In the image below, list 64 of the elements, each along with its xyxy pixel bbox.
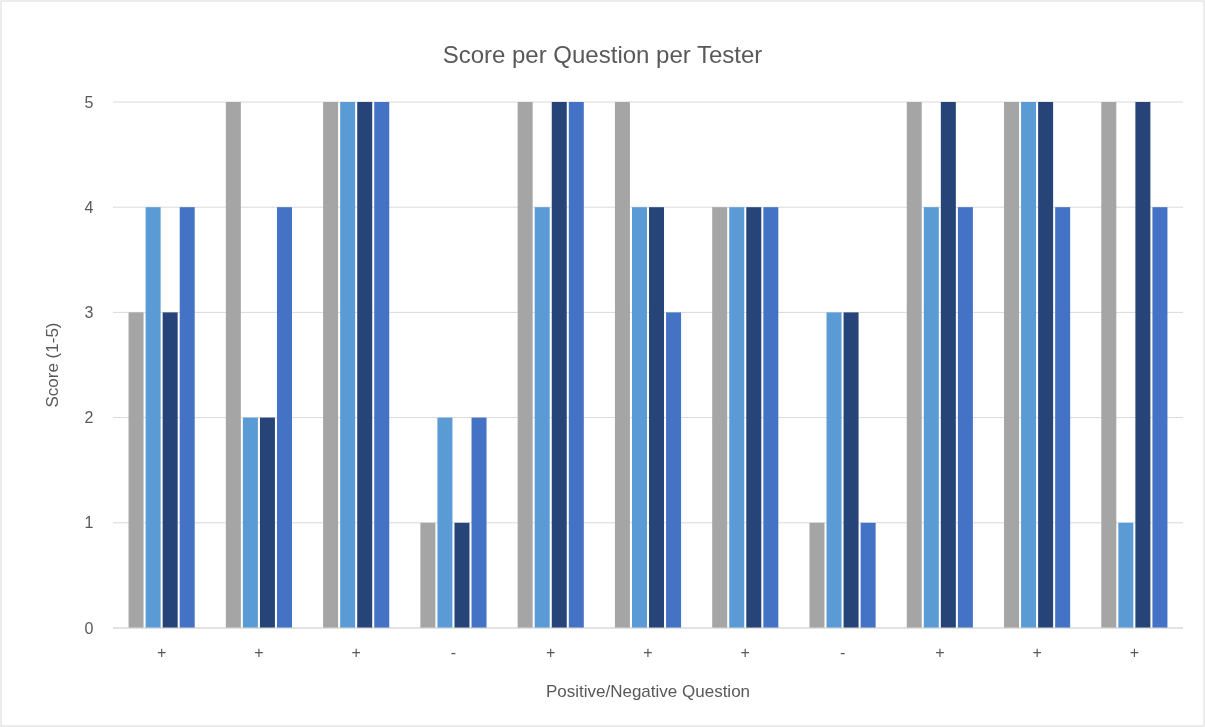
bar (225, 102, 241, 628)
bar (1038, 102, 1054, 628)
bar (746, 207, 762, 628)
y-tick-label: 3 (84, 304, 94, 321)
bar (551, 102, 567, 628)
chart-title: Score per Question per Tester (442, 41, 763, 68)
bar (437, 417, 453, 628)
y-tick-label: 5 (84, 93, 94, 111)
bar (534, 207, 550, 628)
bar (809, 522, 825, 628)
bar (162, 312, 178, 628)
x-tick-label: - (839, 644, 846, 661)
bar (712, 207, 728, 628)
y-tick-label: 0 (84, 619, 94, 637)
bar (179, 207, 195, 628)
bar (454, 522, 470, 628)
bar (323, 102, 339, 628)
bar (1101, 102, 1117, 628)
bar (1135, 102, 1151, 628)
bar (1118, 522, 1134, 628)
x-tick-label: + (740, 644, 750, 661)
y-tick-label: 2 (84, 409, 94, 427)
bar (128, 312, 144, 628)
bar (517, 102, 533, 628)
bar (763, 207, 779, 628)
x-tick-label: + (643, 644, 653, 661)
x-tick-label: + (254, 644, 264, 661)
x-tick-label: - (450, 644, 457, 661)
bar (906, 102, 922, 628)
bar (940, 102, 956, 628)
bar (568, 102, 584, 628)
bar (276, 207, 292, 628)
bar (860, 522, 876, 628)
x-tick-label: + (546, 644, 556, 661)
bar (145, 207, 161, 628)
bar (614, 102, 630, 628)
x-tick-label: + (156, 644, 167, 661)
bar (259, 417, 275, 628)
bar (340, 102, 356, 628)
bar (729, 207, 745, 628)
bar (666, 312, 682, 628)
bar (923, 207, 939, 628)
bar (631, 207, 647, 628)
bar (1152, 207, 1168, 628)
bar (957, 207, 973, 628)
y-tick-label: 1 (84, 514, 94, 532)
bar (649, 207, 665, 628)
bar (242, 417, 258, 628)
x-tick-label: + (1032, 644, 1042, 661)
bar (357, 102, 373, 628)
bar (374, 102, 390, 628)
bar (471, 417, 487, 628)
bar (1004, 102, 1020, 628)
x-tick-label: + (1129, 644, 1140, 661)
bar (843, 312, 859, 628)
bar (420, 522, 436, 628)
bar (826, 312, 842, 628)
x-tick-label: + (935, 644, 945, 661)
y-tick-label: 4 (84, 198, 94, 216)
bar (1055, 207, 1071, 628)
x-tick-label: + (351, 644, 361, 661)
x-axis-title: Positive/Negative Question (545, 682, 751, 701)
y-axis-title: Score (1-5) (43, 322, 62, 408)
bar (1021, 102, 1037, 628)
